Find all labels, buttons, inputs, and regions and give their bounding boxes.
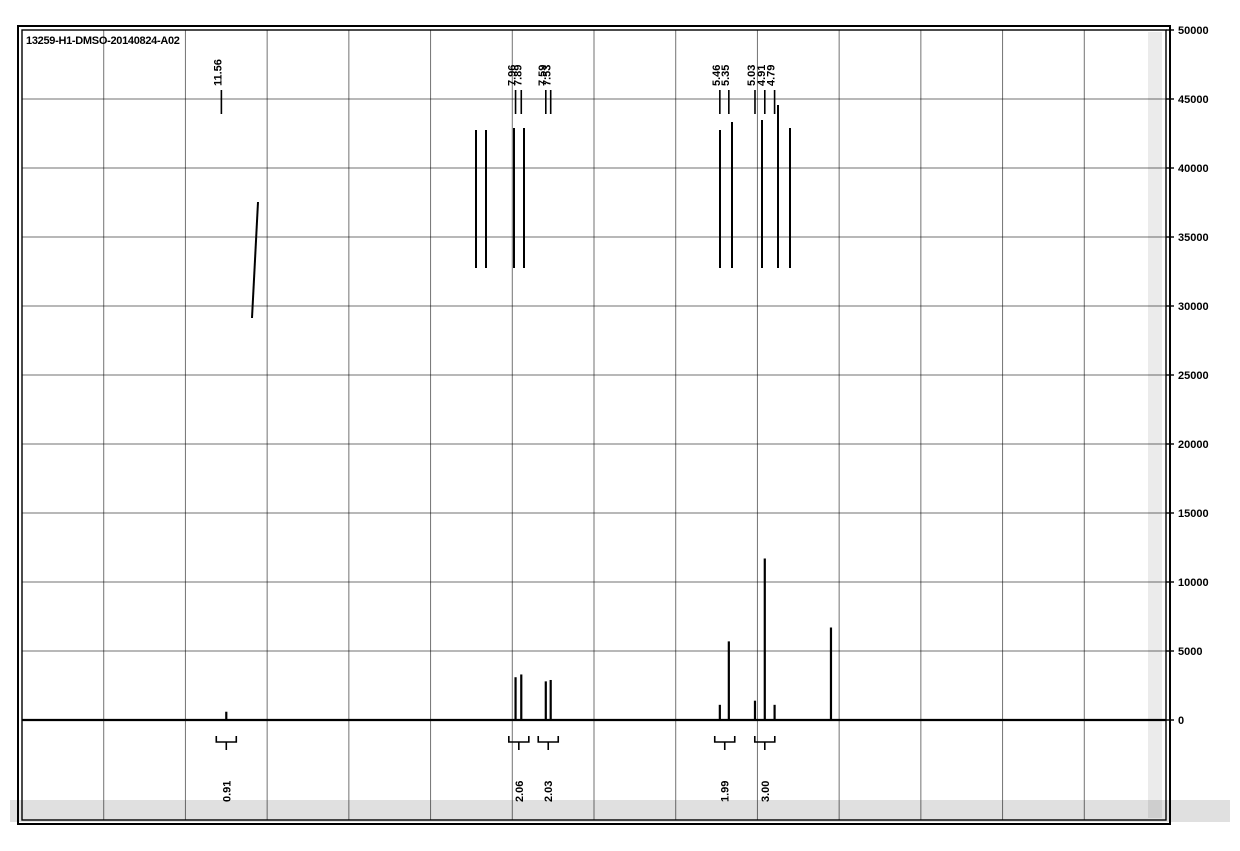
svg-text:15000: 15000: [1178, 508, 1209, 520]
peak-inset: [252, 202, 258, 318]
svg-text:20000: 20000: [1178, 439, 1209, 451]
scan-noise-band: [10, 800, 1230, 822]
integral-label: 2.06: [514, 781, 526, 802]
peak-inset: [720, 105, 790, 268]
svg-text:10000: 10000: [1178, 577, 1209, 589]
svg-text:50000: 50000: [1178, 25, 1209, 37]
integral-label: 3.00: [760, 781, 772, 802]
peak-ppm-label: 5.35: [720, 65, 732, 86]
svg-text:40000: 40000: [1178, 163, 1209, 175]
svg-text:35000: 35000: [1178, 232, 1209, 244]
peak-ppm-label: 11.56: [212, 59, 224, 86]
spectrum-title: 13259-H1-DMSO-20140824-A02: [26, 35, 180, 47]
peak-ppm-label: 7.89: [512, 65, 524, 86]
svg-text:0: 0: [1178, 715, 1184, 727]
nmr-spectrum-page: 0 5000 10000 15000 20000 25000 30000 35000 40000…: [0, 0, 1240, 851]
svg-text:45000: 45000: [1178, 94, 1209, 106]
integral-label: 2.03: [543, 781, 555, 802]
svg-text:25000: 25000: [1178, 370, 1209, 382]
peak-inset: [476, 128, 524, 268]
svg-text:5000: 5000: [1178, 646, 1202, 658]
integral-label: 0.91: [221, 781, 233, 802]
nmr-plot: 0 5000 10000 15000 20000 25000 30000 35000 40000…: [0, 0, 1240, 851]
peak-ppm-label: 7.53: [542, 65, 554, 86]
integral-label: 1.99: [720, 781, 732, 802]
peak-ppm-label: 4.79: [766, 65, 778, 86]
svg-text:30000: 30000: [1178, 301, 1209, 313]
